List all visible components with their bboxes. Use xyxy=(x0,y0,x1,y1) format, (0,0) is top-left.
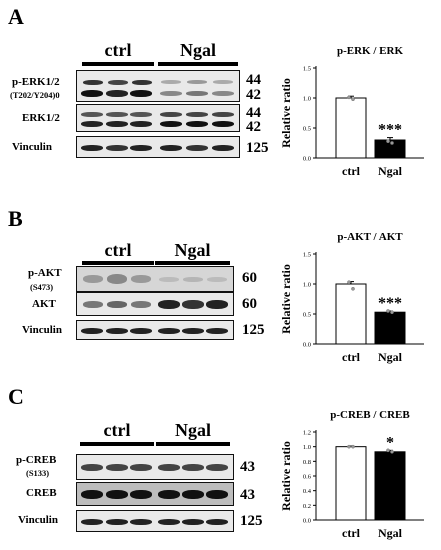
chart-title: p-ERK / ERK xyxy=(337,45,403,57)
bar xyxy=(335,97,367,159)
mw-marker: 60 xyxy=(242,296,257,312)
group-bar-ctrl xyxy=(82,62,154,66)
y-tick-label: 1.0 xyxy=(303,96,311,103)
panel-a-letter: A xyxy=(8,4,24,29)
blot-sublabel: (S133) xyxy=(26,468,50,478)
group-label-ctrl: ctrl xyxy=(104,40,132,60)
group-bar-ngal xyxy=(155,261,230,265)
y-tick-label: 0.0 xyxy=(303,518,311,525)
data-point xyxy=(347,280,351,285)
bar xyxy=(335,446,367,521)
blot-label: AKT xyxy=(32,298,56,310)
data-point xyxy=(351,97,355,102)
y-tick-label: 1.2 xyxy=(303,430,311,437)
blot-label: Vinculin xyxy=(18,514,58,526)
group-label-ctrl: ctrl xyxy=(104,240,132,260)
y-tick-label: 0.6 xyxy=(303,474,312,481)
y-axis-label: Relative ratio xyxy=(279,264,293,334)
group-label-ngal: Ngal xyxy=(180,40,216,60)
y-tick-label: 1.5 xyxy=(303,252,311,259)
mw-marker: 43 xyxy=(240,487,255,503)
group-bar-ctrl xyxy=(82,261,154,265)
data-point xyxy=(347,95,351,100)
blot-image-vinculin xyxy=(76,136,240,158)
panel-c-letter: C xyxy=(8,384,24,409)
chart-title: p-CREB / CREB xyxy=(330,409,410,421)
significance-marker: * xyxy=(386,434,394,451)
x-tick-label: Ngal xyxy=(378,350,403,364)
blot-image-vinculin xyxy=(76,510,234,532)
blot-label: p-ERK1/2 xyxy=(12,76,60,88)
x-tick-label: Ngal xyxy=(378,164,403,178)
group-bar-ctrl xyxy=(80,442,154,446)
data-point xyxy=(386,139,390,144)
bar xyxy=(374,451,406,521)
y-tick-label: 0.0 xyxy=(303,342,311,349)
blot-label: CREB xyxy=(26,487,57,499)
y-tick-label: 0.4 xyxy=(303,488,312,495)
data-point xyxy=(390,449,394,454)
mw-marker: 44 xyxy=(246,72,261,88)
blot-image-p-erk xyxy=(76,70,240,102)
group-label-ngal: Ngal xyxy=(174,240,211,260)
y-tick-label: 1.0 xyxy=(303,444,311,451)
mw-marker: 125 xyxy=(246,140,269,156)
blot-image-vinculin xyxy=(76,320,234,340)
y-tick-label: 0.0 xyxy=(303,156,311,163)
data-point xyxy=(390,141,394,145)
mw-marker: 43 xyxy=(240,459,255,475)
data-point xyxy=(386,448,390,453)
blot-label: ERK1/2 xyxy=(22,112,60,124)
x-tick-label: ctrl xyxy=(342,350,361,364)
blot-sublabel: (T202/Y204)0 xyxy=(10,90,60,100)
data-point xyxy=(390,310,394,315)
mw-marker: 125 xyxy=(240,513,263,529)
bar xyxy=(335,283,367,345)
y-tick-label: 1.0 xyxy=(303,282,311,289)
mw-marker: 60 xyxy=(242,270,257,286)
y-tick-label: 0.8 xyxy=(303,459,311,466)
data-point xyxy=(386,309,390,313)
chart-p-creb-creb: p-CREB / CREB Relative ratio 0.0 0.2 0.4 0.6 0… xyxy=(279,409,424,540)
y-tick-label: 0.5 xyxy=(303,312,311,319)
chart-title: p-AKT / AKT xyxy=(337,231,403,243)
blot-label: Vinculin xyxy=(22,324,62,336)
blot-label: p-CREB xyxy=(16,454,57,466)
x-tick-label: ctrl xyxy=(342,164,361,178)
y-axis-label: Relative ratio xyxy=(279,441,293,511)
blot-image-p-creb xyxy=(76,454,234,480)
blot-image-creb xyxy=(76,482,234,506)
data-point xyxy=(347,444,351,449)
x-tick-label: Ngal xyxy=(378,526,403,540)
mw-marker: 42 xyxy=(246,119,261,135)
blot-image-erk xyxy=(76,104,240,132)
mw-marker: 42 xyxy=(246,87,261,103)
significance-marker: *** xyxy=(378,122,402,139)
blot-image-p-akt xyxy=(76,266,234,292)
blot-image-akt xyxy=(76,292,234,316)
mw-marker: 125 xyxy=(242,322,265,338)
chart-p-akt-akt: p-AKT / AKT Relative ratio 0.0 0.5 1.0 1.5 ctr… xyxy=(279,231,424,364)
data-point xyxy=(351,286,355,291)
blot-label: Vinculin xyxy=(12,141,52,153)
y-axis-label: Relative ratio xyxy=(279,78,293,148)
y-tick-label: 0.5 xyxy=(303,126,311,133)
blot-sublabel: (S473) xyxy=(30,282,54,292)
blot-label: p-AKT xyxy=(28,267,62,279)
y-tick-label: 0.2 xyxy=(303,503,311,510)
x-tick-label: ctrl xyxy=(342,526,361,540)
y-tick-label: 1.5 xyxy=(303,66,311,73)
bar xyxy=(374,311,406,345)
data-point xyxy=(351,444,355,449)
mw-marker: 44 xyxy=(246,105,261,121)
group-label-ngal: Ngal xyxy=(175,420,211,440)
group-label-ctrl: ctrl xyxy=(103,420,131,440)
group-bar-ngal xyxy=(156,442,230,446)
significance-marker: *** xyxy=(378,295,402,312)
bar xyxy=(374,139,406,159)
panel-b-letter: B xyxy=(8,206,23,231)
chart-p-erk-erk: p-ERK / ERK Relative ratio 0.0 0.5 1.0 1.5 ctr… xyxy=(279,45,424,178)
group-bar-ngal xyxy=(158,62,238,66)
